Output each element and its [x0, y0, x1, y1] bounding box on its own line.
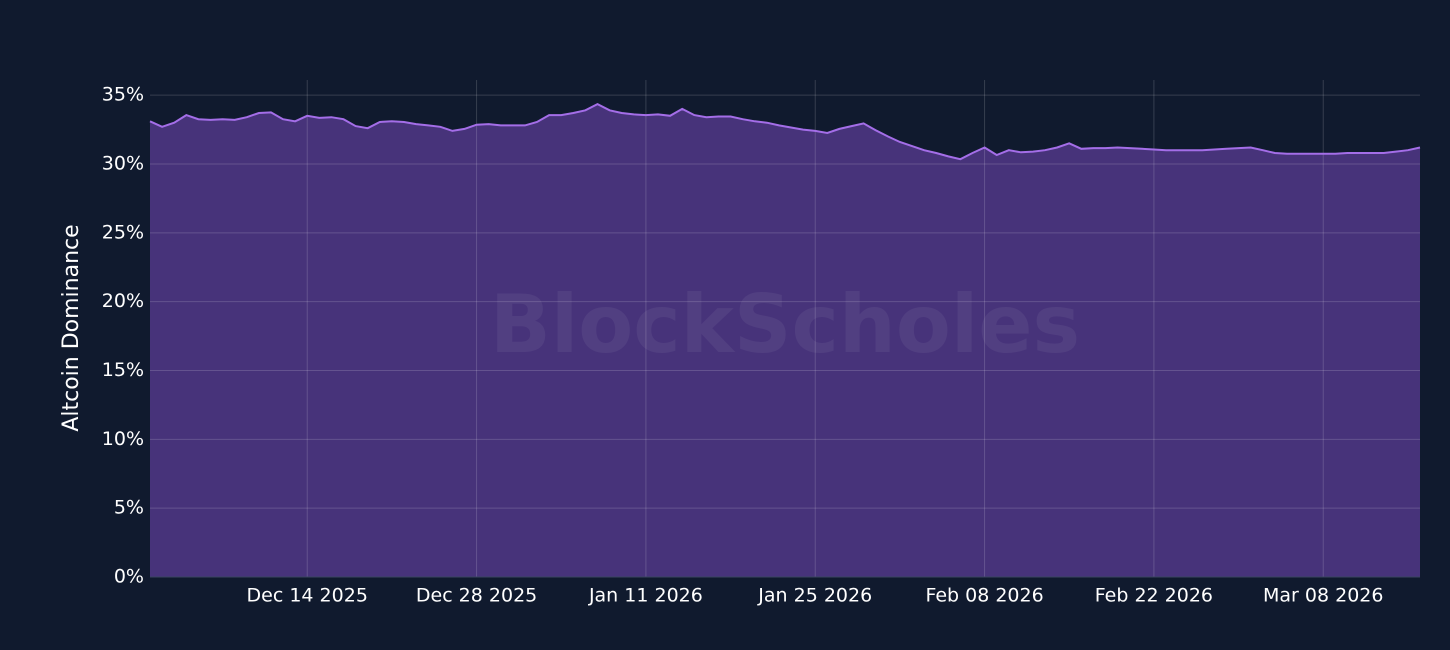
area-fill — [150, 104, 1420, 577]
x-tick-label: Mar 08 2026 — [1263, 585, 1383, 607]
y-tick-label: 30% — [102, 152, 144, 174]
x-tick-label: Feb 22 2026 — [1095, 585, 1213, 607]
y-tick-label: 25% — [102, 221, 144, 243]
x-tick-label: Dec 14 2025 — [247, 585, 368, 607]
y-tick-label: 35% — [102, 84, 144, 106]
y-axis-label: Altcoin Dominance — [59, 224, 84, 431]
watermark: BlockScholes — [490, 278, 1080, 371]
x-tick-label: Feb 08 2026 — [925, 585, 1043, 607]
y-tick-label: 20% — [102, 290, 144, 312]
y-tick-label: 0% — [114, 566, 144, 588]
y-tick-label: 10% — [102, 428, 144, 450]
x-tick-label: Jan 11 2026 — [588, 585, 703, 607]
y-tick-label: 15% — [102, 359, 144, 381]
y-tick-label: 5% — [114, 497, 144, 519]
x-tick-label: Dec 28 2025 — [416, 585, 537, 607]
x-tick-label: Jan 25 2026 — [757, 585, 872, 607]
area-line — [149, 102, 1421, 161]
